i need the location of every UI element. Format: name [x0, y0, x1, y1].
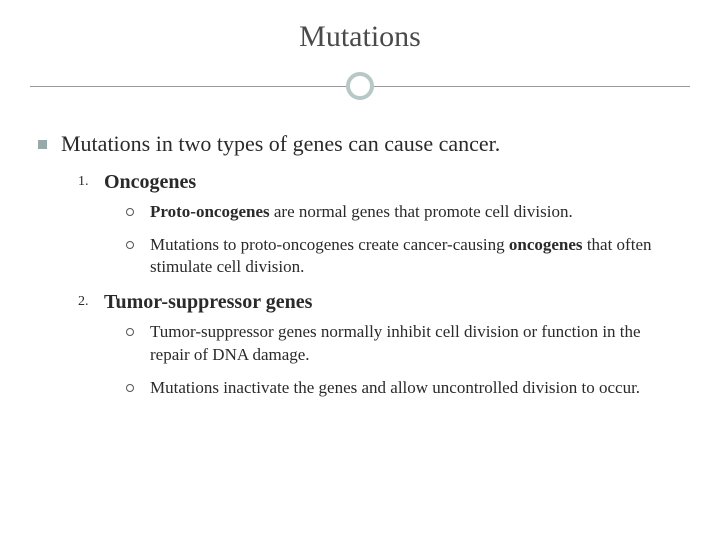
- sub-text: Proto-oncogenes are normal genes that pr…: [150, 201, 593, 224]
- list-item: 2. Tumor-suppressor genes: [78, 289, 682, 315]
- item-number: 2.: [78, 294, 92, 310]
- slide-title: Mutations: [30, 20, 690, 72]
- item-heading: Tumor-suppressor genes: [104, 289, 312, 315]
- sub-item: Mutations inactivate the genes and allow…: [126, 377, 682, 400]
- slide: Mutations Mutations in two types of gene…: [0, 0, 720, 540]
- bold-term: Proto-oncogenes: [150, 202, 270, 221]
- list-item: 1. Oncogenes: [78, 169, 682, 195]
- item-heading: Oncogenes: [104, 169, 196, 195]
- item-number: 1.: [78, 174, 92, 190]
- sub-tail: are normal genes that promote cell divis…: [270, 202, 573, 221]
- circle-bullet-icon: [126, 208, 134, 216]
- circle-bullet-icon: [126, 328, 134, 336]
- main-text: Mutations in two types of genes can caus…: [61, 130, 500, 159]
- sub-text: Mutations to proto-oncogenes create canc…: [150, 234, 682, 280]
- title-circle-icon: [346, 72, 374, 100]
- sub-item: Proto-oncogenes are normal genes that pr…: [126, 201, 682, 224]
- bold-term: oncogenes: [509, 235, 583, 254]
- title-rule: [30, 72, 690, 102]
- circle-bullet-icon: [126, 241, 134, 249]
- sub-item: Tumor-suppressor genes normally inhibit …: [126, 321, 682, 367]
- sub-text: Tumor-suppressor genes normally inhibit …: [150, 321, 682, 367]
- sub-item: Mutations to proto-oncogenes create canc…: [126, 234, 682, 280]
- square-bullet-icon: [38, 140, 47, 149]
- sub-pre: Mutations to proto-oncogenes create canc…: [150, 235, 509, 254]
- content: Mutations in two types of genes can caus…: [30, 130, 690, 400]
- main-bullet: Mutations in two types of genes can caus…: [38, 130, 682, 159]
- sub-text: Mutations inactivate the genes and allow…: [150, 377, 660, 400]
- circle-bullet-icon: [126, 384, 134, 392]
- title-area: Mutations: [30, 20, 690, 102]
